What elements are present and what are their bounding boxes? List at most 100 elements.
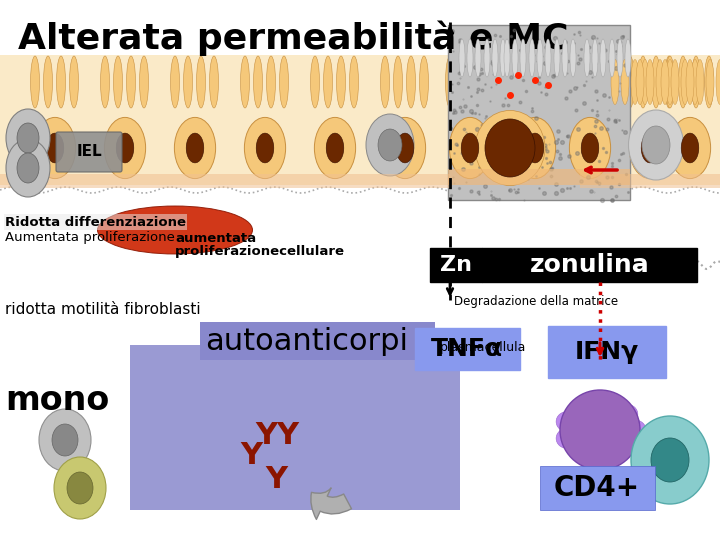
Ellipse shape xyxy=(691,56,701,108)
Ellipse shape xyxy=(631,416,709,504)
Text: Y: Y xyxy=(265,465,287,495)
Ellipse shape xyxy=(17,123,39,153)
Ellipse shape xyxy=(256,133,274,163)
Text: mono: mono xyxy=(5,383,109,416)
Ellipse shape xyxy=(592,39,598,77)
Ellipse shape xyxy=(197,56,205,108)
Text: TNFα: TNFα xyxy=(431,337,503,361)
Ellipse shape xyxy=(97,206,253,254)
Ellipse shape xyxy=(716,59,720,105)
FancyArrowPatch shape xyxy=(311,488,351,519)
Ellipse shape xyxy=(46,133,64,163)
Ellipse shape xyxy=(560,390,640,470)
Ellipse shape xyxy=(584,39,590,77)
Text: zonulina: zonulina xyxy=(530,253,650,277)
Ellipse shape xyxy=(446,56,454,108)
Ellipse shape xyxy=(6,139,50,197)
Ellipse shape xyxy=(514,117,556,179)
Ellipse shape xyxy=(326,133,344,163)
Ellipse shape xyxy=(549,56,559,108)
Bar xyxy=(448,25,630,200)
Ellipse shape xyxy=(43,56,53,108)
Bar xyxy=(580,174,720,188)
Ellipse shape xyxy=(617,39,623,77)
Ellipse shape xyxy=(681,59,689,105)
Ellipse shape xyxy=(140,56,148,108)
Text: Alterata permeabilità e MC: Alterata permeabilità e MC xyxy=(18,20,569,56)
Ellipse shape xyxy=(462,133,479,163)
Ellipse shape xyxy=(629,110,683,180)
Ellipse shape xyxy=(384,117,426,179)
Ellipse shape xyxy=(510,56,520,108)
Ellipse shape xyxy=(310,56,320,108)
Ellipse shape xyxy=(656,59,664,105)
Ellipse shape xyxy=(642,133,659,163)
Ellipse shape xyxy=(572,399,593,419)
Ellipse shape xyxy=(523,56,533,108)
Ellipse shape xyxy=(459,39,465,77)
Ellipse shape xyxy=(536,56,546,108)
Ellipse shape xyxy=(459,56,467,108)
Ellipse shape xyxy=(641,59,649,105)
Ellipse shape xyxy=(279,56,289,108)
Ellipse shape xyxy=(609,39,615,77)
Ellipse shape xyxy=(174,117,215,179)
Text: CD4+: CD4+ xyxy=(554,474,640,502)
Ellipse shape xyxy=(184,56,192,108)
Ellipse shape xyxy=(696,59,704,105)
Bar xyxy=(0,55,720,185)
Ellipse shape xyxy=(706,59,714,105)
Ellipse shape xyxy=(556,428,578,448)
Text: Degradazione della matrice: Degradazione della matrice xyxy=(454,295,618,308)
Ellipse shape xyxy=(30,56,40,108)
Ellipse shape xyxy=(529,39,535,77)
Text: aumentata: aumentata xyxy=(175,232,256,245)
Ellipse shape xyxy=(56,56,66,108)
Ellipse shape xyxy=(556,411,578,431)
Text: ridotta motilità fibroblasti: ridotta motilità fibroblasti xyxy=(5,302,201,318)
Ellipse shape xyxy=(595,444,617,464)
Ellipse shape xyxy=(642,126,670,164)
Ellipse shape xyxy=(240,56,250,108)
Ellipse shape xyxy=(380,56,390,108)
Ellipse shape xyxy=(616,404,638,424)
Bar xyxy=(482,248,697,282)
Ellipse shape xyxy=(349,56,359,108)
Ellipse shape xyxy=(244,117,286,179)
Ellipse shape xyxy=(554,39,560,77)
Ellipse shape xyxy=(54,457,106,519)
Ellipse shape xyxy=(666,59,674,105)
Ellipse shape xyxy=(686,59,694,105)
Bar xyxy=(200,322,435,360)
Ellipse shape xyxy=(520,39,526,77)
Ellipse shape xyxy=(600,39,606,77)
Ellipse shape xyxy=(621,59,629,105)
Ellipse shape xyxy=(616,436,638,456)
Bar xyxy=(415,328,520,370)
Ellipse shape xyxy=(266,56,276,108)
Text: Aumentata proliferazione: Aumentata proliferazione xyxy=(5,232,175,245)
Ellipse shape xyxy=(104,117,145,179)
Ellipse shape xyxy=(323,56,333,108)
Ellipse shape xyxy=(17,153,39,183)
Ellipse shape xyxy=(605,56,613,108)
Ellipse shape xyxy=(646,59,654,105)
Bar xyxy=(130,345,460,510)
Ellipse shape xyxy=(537,39,543,77)
Ellipse shape xyxy=(378,129,402,161)
Ellipse shape xyxy=(629,117,670,179)
Ellipse shape xyxy=(631,59,639,105)
Ellipse shape xyxy=(420,56,428,108)
Text: plasmacellula: plasmacellula xyxy=(440,341,526,354)
Text: autoanticorpi: autoanticorpi xyxy=(205,327,408,356)
Ellipse shape xyxy=(652,56,660,108)
Text: IFNγ: IFNγ xyxy=(575,340,639,364)
Ellipse shape xyxy=(578,56,588,108)
Ellipse shape xyxy=(665,56,673,108)
Ellipse shape xyxy=(67,472,93,504)
Ellipse shape xyxy=(485,56,493,108)
Ellipse shape xyxy=(394,56,402,108)
Ellipse shape xyxy=(611,59,619,105)
Ellipse shape xyxy=(678,56,688,108)
Ellipse shape xyxy=(101,56,109,108)
